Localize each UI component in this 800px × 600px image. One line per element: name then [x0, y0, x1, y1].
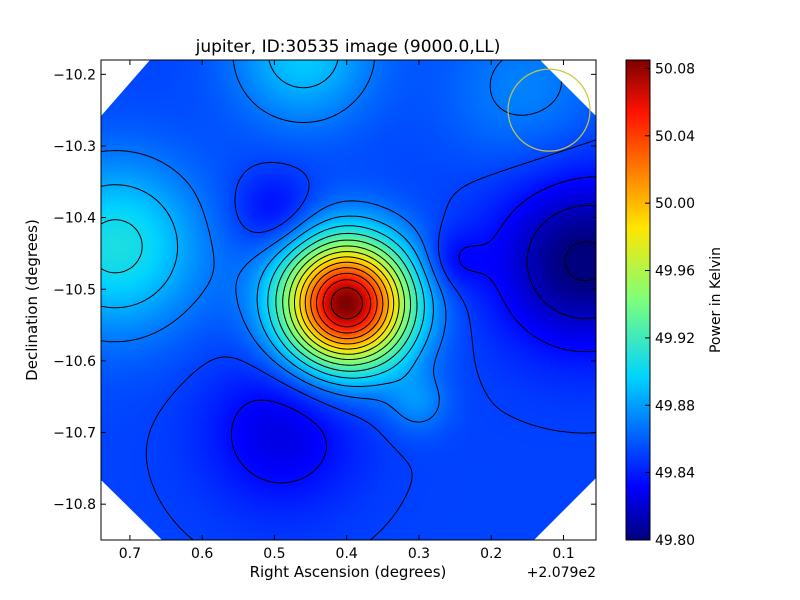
- colorbar: [625, 59, 651, 541]
- chart-title: jupiter, ID:30535 image (9000.0,LL): [195, 37, 501, 57]
- contour-lines: [101, 60, 596, 540]
- colorbar-tick-label: 49.88: [655, 398, 695, 414]
- x-tick-label: 0.3: [408, 546, 430, 562]
- y-tick-label: −10.8: [53, 497, 96, 513]
- contour-path: [101, 60, 596, 540]
- y-tick-label: −10.2: [53, 67, 96, 83]
- colorbar-tick-label: 49.84: [655, 466, 695, 482]
- y-tick-label: −10.6: [53, 354, 96, 370]
- x-tick-label: 0.1: [552, 546, 574, 562]
- x-tick-label: 0.5: [263, 546, 285, 562]
- heatmap-image: [101, 60, 596, 540]
- x-axis-label: Right Ascension (degrees): [250, 563, 447, 581]
- x-tick-label: 0.6: [191, 546, 213, 562]
- beam-circle: [507, 68, 591, 152]
- y-axis-ticks: −10.2 −10.3 −10.4 −10.5 −10.6 −10.7 −10.8: [53, 67, 596, 513]
- colorbar-tick-label: 50.00: [655, 196, 695, 212]
- colorbar-tick-label: 49.80: [655, 533, 695, 549]
- colorbar-tick-label: 49.96: [655, 264, 695, 280]
- heatmap: [101, 60, 596, 540]
- y-tick-label: −10.3: [53, 139, 96, 155]
- x-axis-ticks: 0.7 0.6 0.5 0.4 0.3 0.2 0.1: [119, 60, 575, 562]
- y-axis-label: Declination (degrees): [23, 219, 41, 381]
- x-tick-label: 0.4: [336, 546, 358, 562]
- colorbar-tick-label: 50.04: [655, 129, 695, 145]
- plot-frame: [100, 59, 597, 541]
- colorbar-tick-label: 50.08: [655, 61, 695, 77]
- y-tick-label: −10.7: [53, 426, 96, 442]
- colorbar-tick-label: 49.92: [655, 331, 695, 347]
- x-tick-label: 0.2: [480, 546, 502, 562]
- colorbar-label: Power in Kelvin: [708, 247, 724, 353]
- x-offset-label: +2.079e2: [527, 565, 596, 581]
- x-tick-label: 0.7: [119, 546, 141, 562]
- y-tick-label: −10.4: [53, 211, 96, 227]
- y-tick-label: −10.5: [53, 282, 96, 298]
- beam-marker: [507, 68, 591, 152]
- colorbar-ticks: 50.08 50.04 50.00 49.96 49.92 49.88 49.84 49.80: [645, 61, 695, 549]
